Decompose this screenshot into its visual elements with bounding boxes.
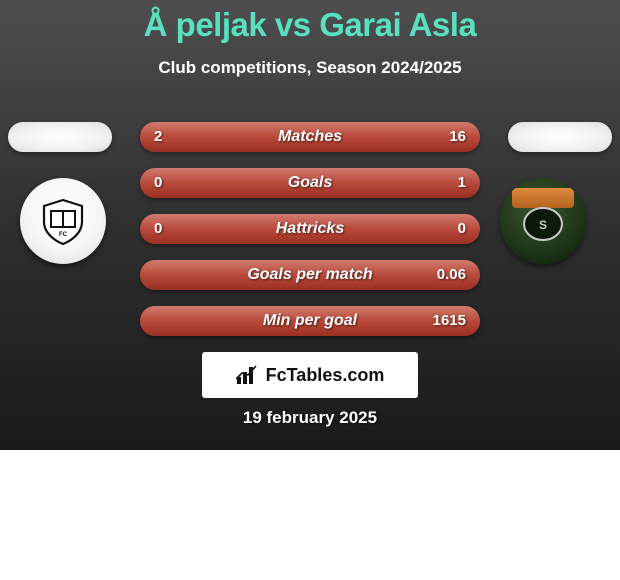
brand-badge: FcTables.com — [202, 352, 418, 398]
stat-row-goals-per-match: Goals per match 0.06 — [140, 260, 480, 290]
stat-row-matches: 2 Matches 16 — [140, 122, 480, 152]
stat-right-value: 1615 — [433, 306, 466, 336]
date-text: 19 february 2025 — [0, 408, 620, 428]
stat-row-hattricks: 0 Hattricks 0 — [140, 214, 480, 244]
bar-chart-icon — [236, 365, 260, 385]
subtitle: Club competitions, Season 2024/2025 — [0, 58, 620, 78]
stat-label: Hattricks — [140, 214, 480, 244]
stat-row-goals: 0 Goals 1 — [140, 168, 480, 198]
club-crest-left: FC — [20, 178, 106, 264]
stat-row-min-per-goal: Min per goal 1615 — [140, 306, 480, 336]
brand-text: FcTables.com — [266, 365, 385, 386]
stat-right-value: 0 — [458, 214, 466, 244]
stat-label: Min per goal — [140, 306, 480, 336]
stat-right-value: 16 — [449, 122, 466, 152]
club-badge-left: FC — [20, 178, 120, 264]
club-shield-icon: S — [516, 194, 570, 248]
stat-label: Matches — [140, 122, 480, 152]
stats-list: 2 Matches 16 0 Goals 1 0 Hattricks 0 Goa… — [140, 122, 480, 352]
country-flag-left — [8, 122, 112, 152]
stat-label: Goals — [140, 168, 480, 198]
country-flag-right — [508, 122, 612, 152]
stat-right-value: 0.06 — [437, 260, 466, 290]
club-crest-right: S — [500, 178, 586, 264]
svg-text:FC: FC — [59, 232, 68, 238]
page-title: Å peljak vs Garai Asla — [0, 0, 620, 44]
svg-text:S: S — [539, 218, 547, 232]
stat-label: Goals per match — [140, 260, 480, 290]
stat-right-value: 1 — [458, 168, 466, 198]
shield-icon: FC — [38, 196, 88, 246]
club-badge-right: S — [500, 178, 600, 264]
comparison-card: Å peljak vs Garai Asla Club competitions… — [0, 0, 620, 450]
